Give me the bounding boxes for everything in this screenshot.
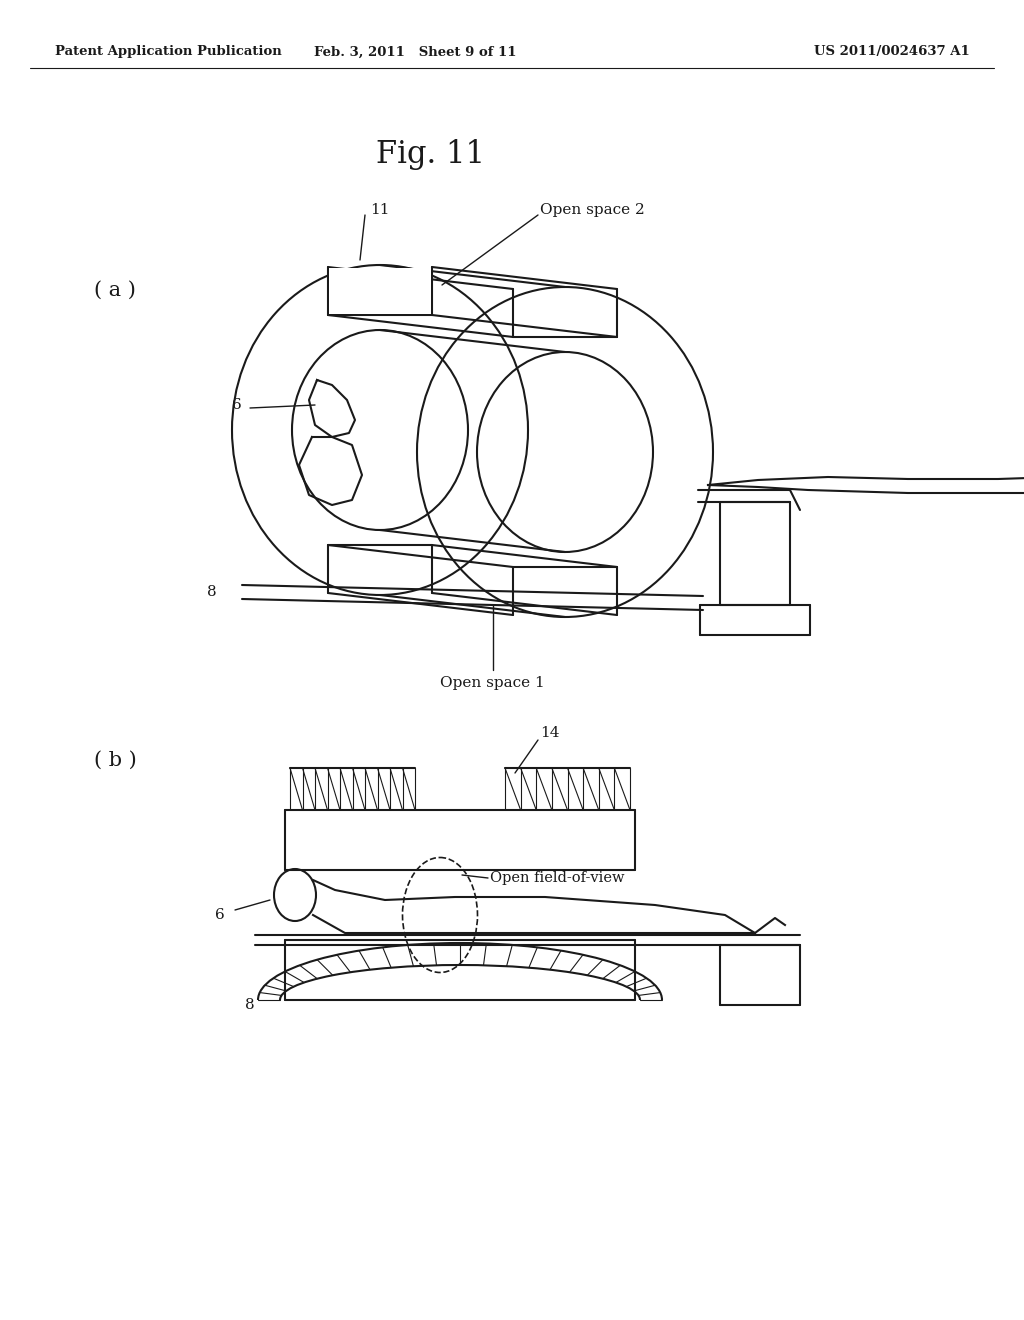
Text: US 2011/0024637 A1: US 2011/0024637 A1: [814, 45, 970, 58]
Text: 8: 8: [207, 585, 217, 599]
Text: Feb. 3, 2011   Sheet 9 of 11: Feb. 3, 2011 Sheet 9 of 11: [313, 45, 516, 58]
Text: Patent Application Publication: Patent Application Publication: [55, 45, 282, 58]
Text: Open space 1: Open space 1: [440, 676, 545, 690]
Text: 6: 6: [215, 908, 225, 921]
Text: Fig. 11: Fig. 11: [376, 140, 484, 170]
Text: 11: 11: [370, 203, 389, 216]
Text: Open space 2: Open space 2: [540, 203, 645, 216]
Text: ( a ): ( a ): [94, 281, 136, 300]
Text: 14: 14: [540, 726, 559, 741]
Bar: [329, 268, 431, 314]
Text: 6: 6: [232, 399, 242, 412]
Text: Open field-of-view: Open field-of-view: [490, 871, 625, 884]
Text: ( b ): ( b ): [93, 751, 136, 770]
Text: 8: 8: [245, 998, 255, 1012]
